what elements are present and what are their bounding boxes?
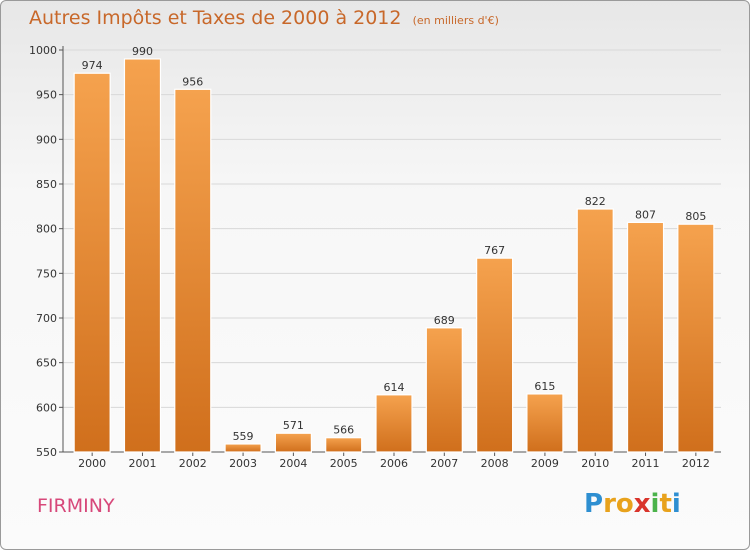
y-tick-label: 850 — [36, 178, 57, 191]
bar-2003 — [224, 443, 262, 453]
data-label: 689 — [434, 314, 455, 327]
x-tick-label: 2003 — [229, 457, 257, 470]
data-label: 822 — [585, 195, 606, 208]
title-row: Autres Impôts et Taxes de 2000 à 2012 (e… — [29, 7, 499, 29]
y-tick-label: 750 — [36, 267, 57, 280]
bar-2008 — [476, 257, 514, 453]
x-tick-label: 2006 — [380, 457, 408, 470]
bar-2005 — [325, 437, 363, 453]
y-tick-label: 1000 — [29, 44, 57, 57]
x-tick-label: 2012 — [682, 457, 710, 470]
logo-letter: x — [633, 489, 651, 519]
bar-2011 — [626, 221, 665, 453]
chart-title: Autres Impôts et Taxes de 2000 à 2012 — [29, 7, 402, 29]
data-label: 956 — [182, 75, 203, 88]
bar-2006 — [375, 394, 413, 453]
bar-2010 — [576, 208, 614, 453]
y-tick-label: 800 — [36, 223, 57, 236]
x-tick-label: 2007 — [430, 457, 458, 470]
x-tick-label: 2008 — [481, 457, 509, 470]
data-label: 559 — [233, 430, 254, 443]
data-label: 767 — [484, 244, 505, 257]
x-tick-label: 2000 — [78, 457, 106, 470]
data-label: 566 — [333, 424, 354, 437]
bars — [73, 58, 715, 453]
logo-letter: t — [659, 489, 672, 519]
y-tick-label: 950 — [36, 89, 57, 102]
bar-2009 — [526, 393, 564, 453]
x-tick-label: 2004 — [279, 457, 307, 470]
y-tick-label: 900 — [36, 133, 57, 146]
bar-2001 — [123, 58, 162, 453]
y-tick-label: 600 — [36, 401, 57, 414]
x-tick-label: 2001 — [128, 457, 156, 470]
bar-2004 — [274, 432, 312, 453]
logo-letter: i — [671, 489, 681, 519]
data-label: 974 — [82, 59, 103, 72]
x-tick-label: 2005 — [330, 457, 358, 470]
data-label: 615 — [534, 380, 555, 393]
y-tick-label: 650 — [36, 357, 57, 370]
data-label: 614 — [384, 381, 405, 394]
bar-2000 — [73, 72, 111, 453]
y-tick-label: 550 — [36, 446, 57, 459]
logo-letter: r — [603, 489, 616, 519]
logo-letter: o — [615, 489, 634, 519]
proxiti-logo[interactable]: Proxiti — [584, 489, 681, 519]
logo-letter: i — [650, 489, 660, 519]
chart-subtitle: (en milliers d'€) — [412, 14, 499, 27]
labels: 550 600 650 700 750 800 850 900 950 1000 974 2000 99… — [29, 44, 710, 470]
data-label: 807 — [635, 208, 656, 221]
data-label: 990 — [132, 45, 153, 58]
bar-2002 — [174, 88, 212, 453]
data-label: 805 — [685, 210, 706, 223]
x-tick-label: 2009 — [531, 457, 559, 470]
bar-2012 — [677, 223, 715, 453]
x-tick-label: 2011 — [632, 457, 660, 470]
town-name: FIRMINY — [37, 495, 115, 517]
data-label: 571 — [283, 419, 304, 432]
y-tick-label: 700 — [36, 312, 57, 325]
x-tick-label: 2002 — [179, 457, 207, 470]
logo-letter: P — [584, 489, 604, 519]
x-tick-label: 2010 — [581, 457, 609, 470]
bar-2007 — [425, 327, 463, 453]
